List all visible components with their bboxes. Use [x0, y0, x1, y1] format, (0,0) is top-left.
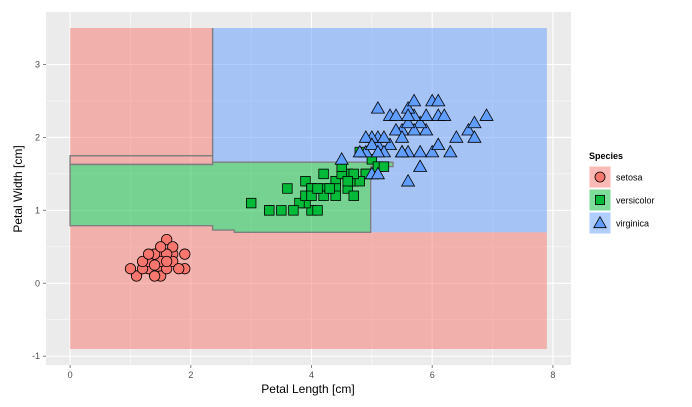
point-versicolor	[306, 190, 317, 201]
point-setosa	[173, 263, 185, 275]
point-virginica	[400, 115, 416, 129]
legend-symbol-virginica	[593, 215, 607, 229]
legend-label-virginica: virginica	[616, 219, 649, 229]
y-tick-label: 0	[35, 278, 40, 288]
legend-symbol-setosa	[594, 171, 606, 183]
region-setosa	[70, 225, 547, 349]
y-tick-label: -1	[32, 351, 40, 361]
y-axis-title: Petal Width [cm]	[11, 145, 25, 232]
legend-symbol-versicolor	[595, 194, 606, 205]
point-virginica	[358, 130, 374, 143]
point-virginica	[437, 108, 452, 121]
point-versicolor	[366, 154, 378, 165]
point-setosa	[167, 241, 179, 253]
point-virginica	[334, 152, 349, 165]
point-virginica	[364, 137, 380, 151]
point-versicolor	[312, 205, 323, 216]
point-virginica	[431, 93, 446, 107]
point-versicolor	[330, 190, 341, 201]
point-virginica	[394, 144, 410, 158]
point-virginica	[418, 122, 434, 136]
point-versicolor	[324, 183, 335, 194]
region-boundaries	[69, 28, 394, 234]
point-versicolor	[354, 176, 365, 187]
x-axis-title: Petal Length [cm]	[261, 382, 354, 396]
point-virginica	[449, 130, 464, 143]
point-virginica	[406, 93, 422, 107]
legend-title: Species	[589, 151, 623, 161]
legend-items: setosa versicolor virginica	[588, 165, 655, 235]
point-versicolor	[378, 161, 390, 172]
point-versicolor	[348, 168, 359, 180]
point-virginica	[382, 137, 398, 151]
point-virginica	[431, 137, 446, 151]
legend-label-versicolor: versicolor	[616, 196, 655, 206]
point-setosa	[161, 233, 173, 246]
point-versicolor	[282, 183, 293, 194]
point-virginica	[412, 144, 428, 158]
point-setosa	[161, 255, 173, 268]
point-virginica	[467, 130, 482, 143]
region-setosa	[70, 28, 213, 156]
point-virginica	[352, 144, 367, 158]
point-setosa	[142, 248, 155, 260]
point-versicolor	[342, 176, 353, 187]
region-virginica	[212, 28, 547, 233]
point-setosa	[136, 255, 149, 268]
x-tick-label: 2	[188, 370, 193, 380]
point-virginica	[394, 130, 410, 143]
point-versicolor	[294, 197, 305, 209]
y-tick-label: 1	[35, 205, 40, 215]
point-virginica	[370, 100, 386, 114]
point-setosa	[179, 248, 191, 260]
point-virginica	[370, 166, 386, 180]
point-virginica	[370, 144, 386, 158]
point-setosa	[130, 270, 143, 282]
point-virginica	[388, 108, 404, 121]
point-virginica	[412, 115, 428, 129]
point-virginica	[406, 122, 422, 136]
boundary-setosa	[69, 154, 214, 166]
point-virginica	[461, 122, 476, 136]
y-tick-label: 2	[35, 132, 40, 142]
y-tick-label: 3	[35, 60, 40, 70]
point-versicolor	[318, 190, 329, 201]
x-axis-ticks: 0 2 4 6 8	[68, 365, 555, 380]
x-tick-label: 8	[550, 370, 555, 380]
x-tick-label: 0	[68, 370, 73, 380]
point-setosa	[124, 263, 137, 275]
point-versicolor	[348, 190, 359, 201]
point-virginica	[376, 130, 392, 143]
point-versicolor	[276, 205, 287, 216]
x-tick-label: 6	[430, 370, 435, 380]
point-virginica	[400, 173, 416, 187]
point-versicolor	[245, 197, 257, 209]
point-versicolor	[312, 183, 323, 194]
legend-label-setosa: setosa	[616, 173, 643, 183]
point-virginica	[425, 144, 440, 158]
point-versicolor	[264, 205, 275, 216]
x-tick-label: 4	[309, 370, 314, 380]
legend: Species setosa versicolor virginica	[588, 151, 655, 235]
point-versicolor	[300, 176, 311, 187]
y-axis-ticks: -1 0 1 2 3	[32, 60, 46, 361]
data-points	[124, 93, 494, 282]
point-virginica	[479, 108, 494, 121]
point-virginica	[418, 108, 434, 121]
boundary-setosa-upper	[70, 28, 214, 157]
point-versicolor	[318, 168, 329, 180]
point-setosa	[149, 259, 161, 271]
point-versicolor	[288, 205, 299, 216]
point-virginica	[412, 159, 428, 172]
point-virginica	[443, 144, 458, 158]
point-setosa	[155, 241, 167, 253]
point-virginica	[467, 115, 482, 129]
point-virginica	[388, 122, 404, 136]
point-virginica	[400, 108, 416, 121]
region-setosa	[70, 155, 213, 165]
point-setosa	[149, 270, 161, 282]
